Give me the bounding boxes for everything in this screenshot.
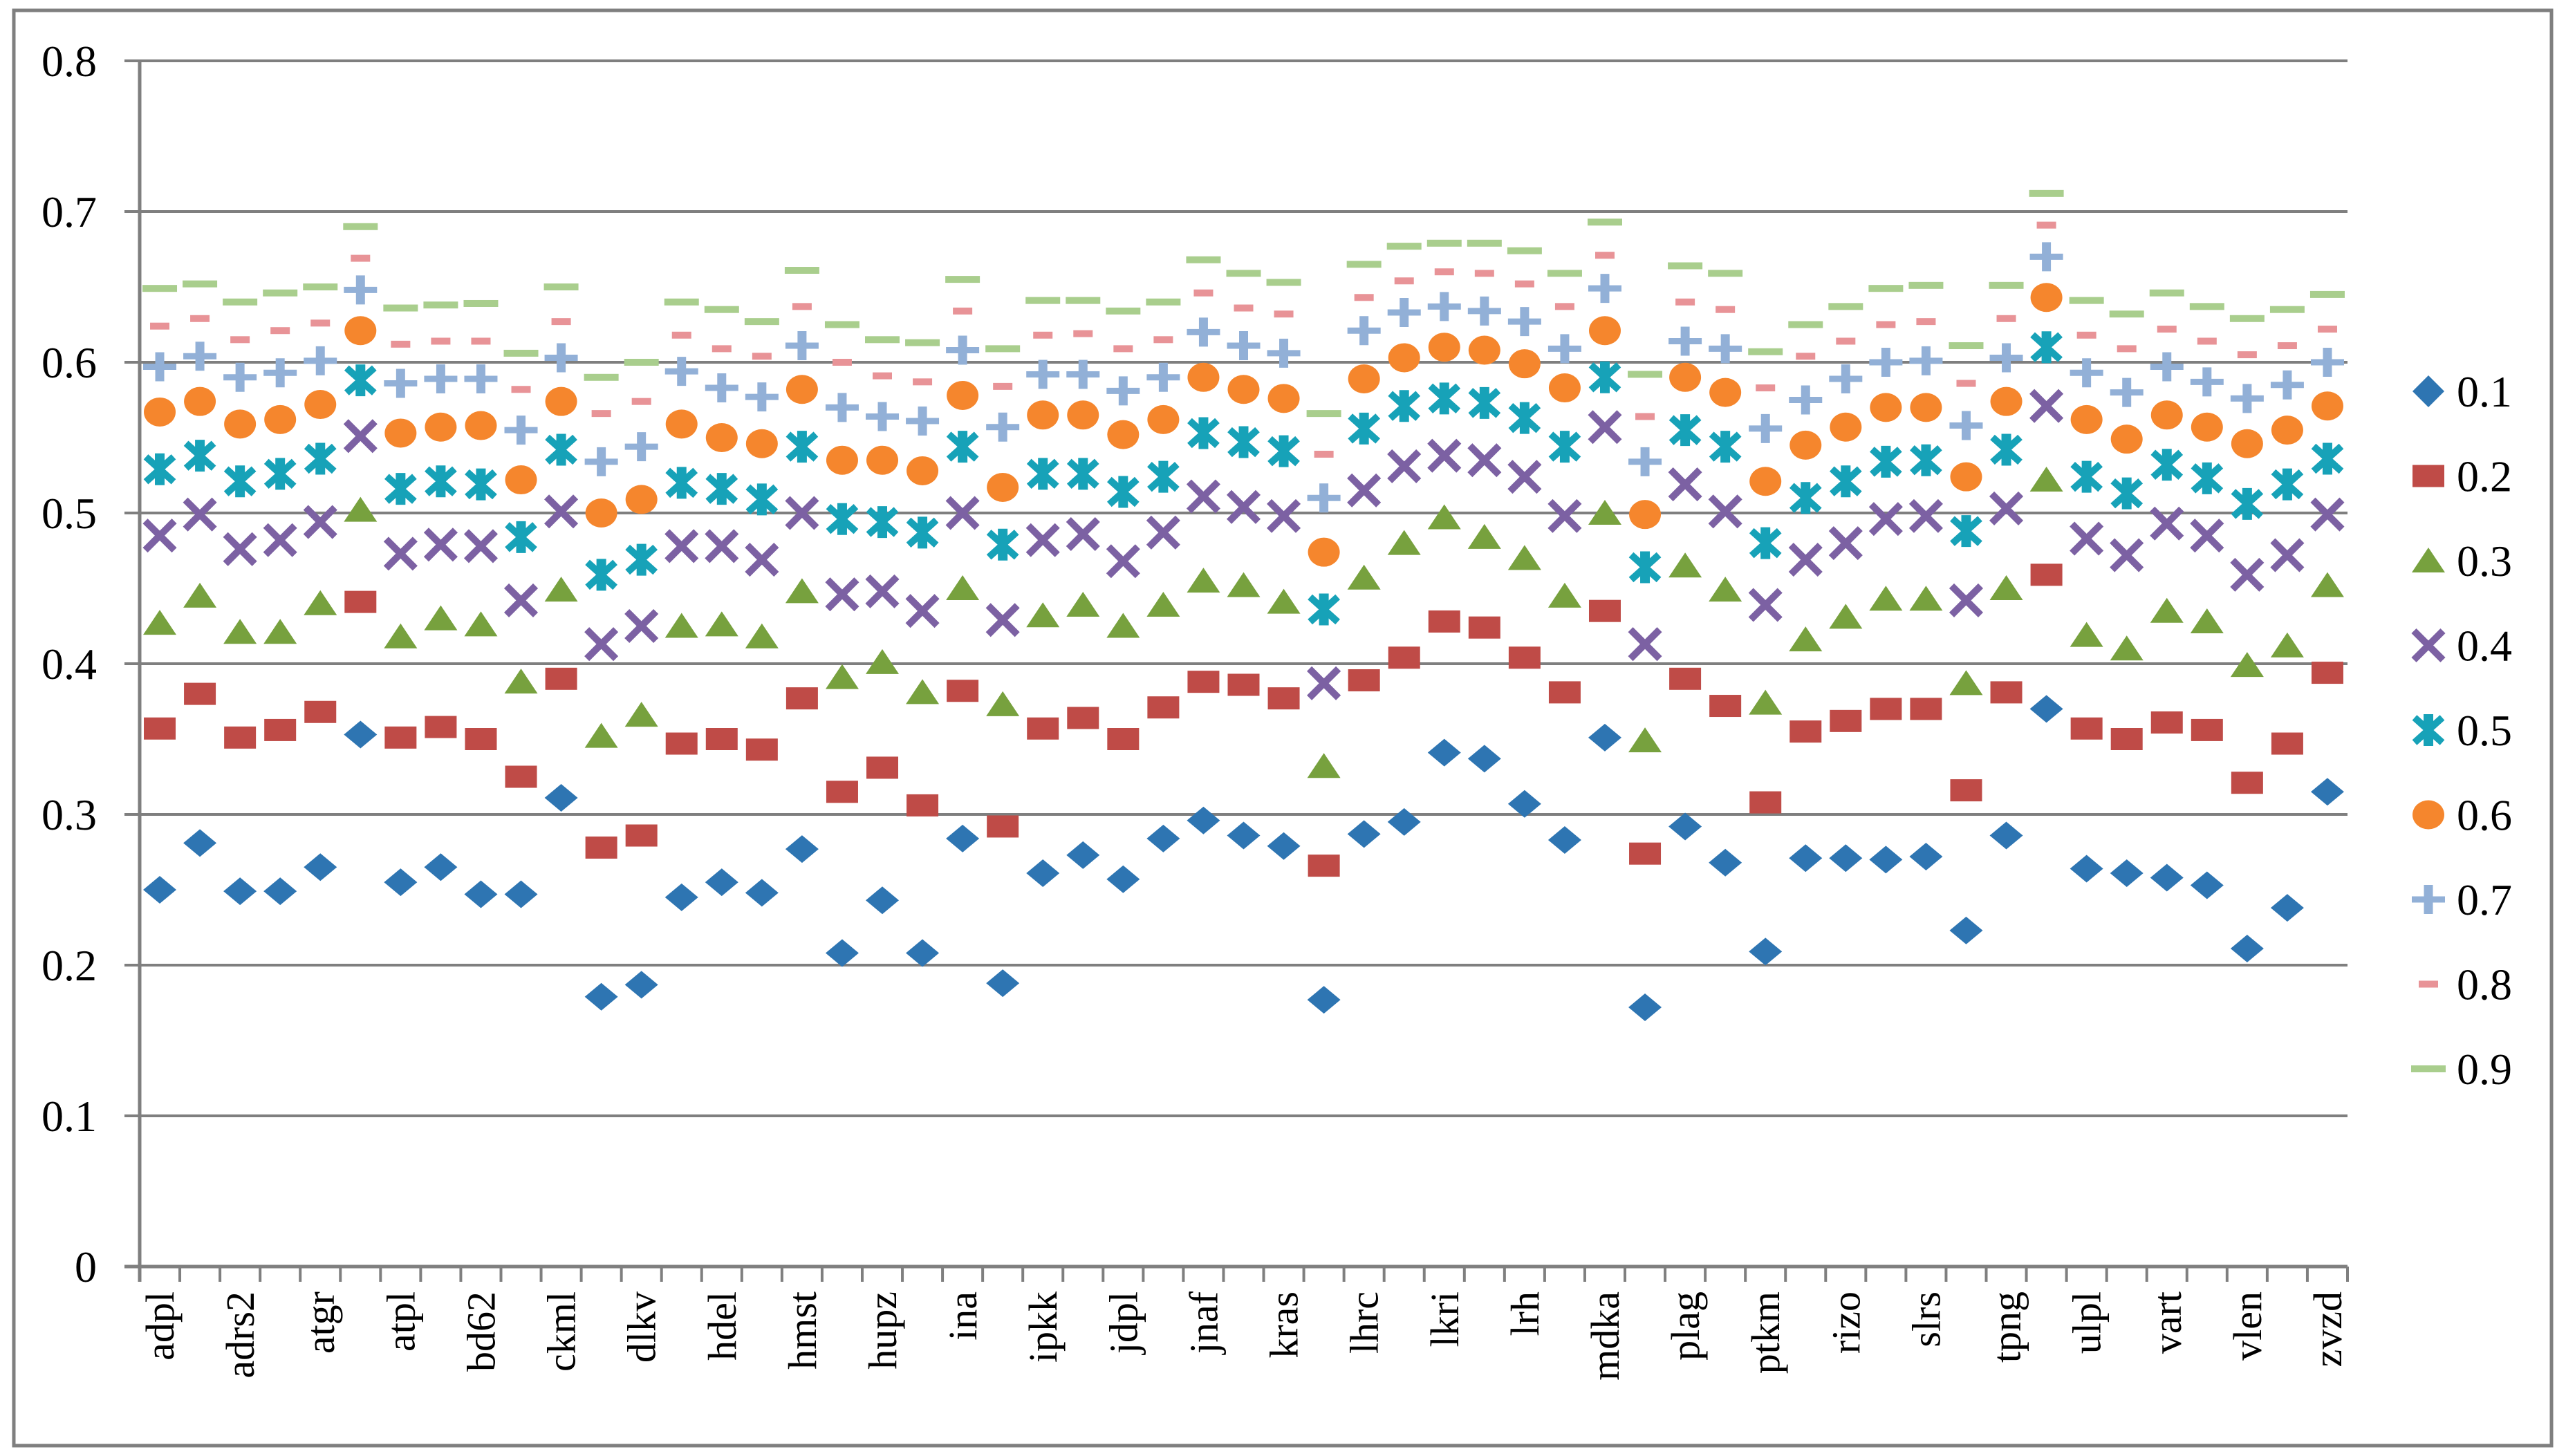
x-tick-label: kras [1262, 1291, 1307, 1359]
x-tick-label: hmst [780, 1291, 825, 1370]
x-tick-label: ptkm [1743, 1291, 1788, 1374]
legend-label: 0.9 [2457, 1045, 2512, 1094]
series-0.6 [144, 283, 2343, 567]
x-tick-label: adpl [138, 1291, 183, 1361]
x-tick-label: atgr [298, 1291, 343, 1354]
series-0.3 [143, 467, 2344, 778]
x-tick-label: lhrc [1342, 1291, 1387, 1354]
x-tick-label: ina [940, 1291, 985, 1341]
x-tick-label: hupz [860, 1291, 905, 1370]
x-tick-label: tpng [1984, 1291, 2029, 1363]
x-tick-label: ipkk [1021, 1291, 1066, 1363]
legend-item-0.1[interactable]: 0.1 [2412, 367, 2512, 416]
y-tick-label: 0.2 [41, 941, 97, 990]
y-tick-label: 0.7 [41, 187, 97, 236]
legend-label: 0.3 [2457, 536, 2512, 586]
x-tick-label: adrs2 [218, 1291, 263, 1379]
legend-item-0.2[interactable]: 0.2 [2412, 452, 2512, 501]
legend-item-0.9[interactable]: 0.9 [2411, 1045, 2512, 1094]
x-tick-label: slrs [1904, 1291, 1949, 1347]
x-tick-label: lkri [1422, 1291, 1467, 1347]
y-tick-label: 0 [75, 1242, 97, 1291]
series-0.1 [143, 695, 2344, 1022]
legend-label: 0.2 [2457, 452, 2512, 501]
x-tick-label: vlen [2225, 1291, 2270, 1361]
y-tick-label: 0.3 [41, 790, 97, 839]
series-0.4 [142, 389, 2345, 700]
series-0.5 [143, 331, 2344, 626]
series-0.9 [142, 189, 2345, 418]
legend-item-0.8[interactable]: 0.8 [2419, 960, 2512, 1009]
x-tick-label: jdpl [1101, 1291, 1146, 1355]
series-0.8 [150, 221, 2337, 458]
legend-item-0.6[interactable]: 0.6 [2412, 791, 2512, 840]
x-tick-label: hdel [700, 1291, 745, 1361]
x-tick-label: plag [1663, 1291, 1708, 1361]
x-tick-label: ulpl [2065, 1291, 2110, 1354]
x-tick-label: ckml [539, 1291, 584, 1372]
x-tick-label: vart [2145, 1291, 2190, 1354]
x-tick-label: jnaf [1181, 1291, 1226, 1355]
legend-label: 0.1 [2457, 367, 2512, 416]
legend-label: 0.8 [2457, 960, 2512, 1009]
series-0.7 [143, 242, 2344, 513]
y-tick-label: 0.4 [41, 640, 97, 689]
series-0.2 [144, 563, 2343, 877]
x-tick-label: zvzd [2305, 1291, 2350, 1368]
legend-label: 0.5 [2457, 706, 2512, 755]
legend: 0.1 0.2 0.3 0.4 0.5 0.6 0.7 0.8 0.9 [2411, 367, 2512, 1094]
x-tick-label: rizo [1823, 1291, 1868, 1354]
y-tick-label: 0.5 [41, 489, 97, 538]
y-tick-label: 0.1 [41, 1092, 97, 1141]
legend-item-0.4[interactable]: 0.4 [2411, 622, 2512, 671]
legend-label: 0.4 [2457, 622, 2512, 671]
x-tick-label: lrh [1503, 1291, 1547, 1336]
y-tick-label: 0.6 [41, 338, 97, 387]
x-tick-label: atpl [378, 1291, 423, 1352]
legend-item-0.3[interactable]: 0.3 [2412, 536, 2512, 586]
x-tick-label: dlkv [620, 1291, 664, 1363]
x-tick-label: mdka [1583, 1291, 1628, 1381]
y-tick-label: 0.8 [41, 37, 97, 86]
legend-item-0.5[interactable]: 0.5 [2412, 706, 2512, 755]
legend-item-0.7[interactable]: 0.7 [2412, 875, 2512, 924]
x-tick-label: bd62 [458, 1291, 503, 1372]
legend-label: 0.6 [2457, 791, 2512, 840]
legend-label: 0.7 [2457, 875, 2512, 924]
